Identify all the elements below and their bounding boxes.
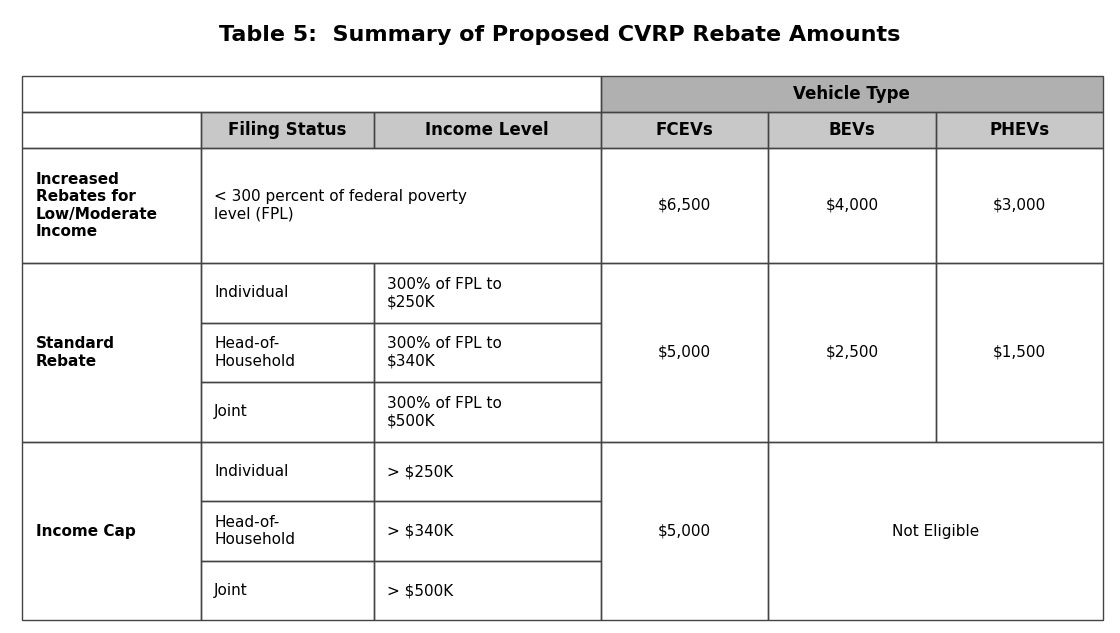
Text: > $500K: > $500K [388, 583, 454, 598]
Bar [374, 442, 600, 501]
Bar [374, 323, 600, 382]
Text: Increased
Rebates for
Low/Moderate
Income: Increased Rebates for Low/Moderate Incom… [36, 172, 158, 239]
Text: Not Eligible: Not Eligible [892, 523, 979, 539]
Bar [374, 112, 600, 147]
Bar [768, 442, 1103, 620]
Bar [22, 147, 200, 263]
Text: Table 5:  Summary of Proposed CVRP Rebate Amounts: Table 5: Summary of Proposed CVRP Rebate… [220, 25, 900, 45]
Text: Standard
Rebate: Standard Rebate [36, 336, 115, 368]
Text: FCEVs: FCEVs [655, 121, 713, 139]
Bar [22, 442, 200, 620]
Text: Individual: Individual [214, 464, 289, 479]
Bar [374, 112, 600, 147]
Bar [200, 501, 374, 561]
Bar [200, 263, 374, 323]
Text: Filing Status: Filing Status [228, 121, 346, 139]
Bar [935, 112, 1103, 147]
Text: > $250K: > $250K [388, 464, 454, 479]
Bar [935, 112, 1103, 147]
Text: $3,000: $3,000 [992, 198, 1046, 213]
Text: 300% of FPL to
$340K: 300% of FPL to $340K [388, 336, 502, 368]
Bar [22, 76, 600, 112]
Text: Head-of-
Household: Head-of- Household [214, 515, 296, 548]
Bar [374, 501, 600, 561]
Bar [935, 147, 1103, 263]
Bar [200, 382, 374, 442]
Bar [768, 112, 935, 147]
Text: BEVs: BEVs [829, 121, 876, 139]
Bar [374, 263, 600, 323]
Text: 300% of FPL to
$250K: 300% of FPL to $250K [388, 277, 502, 309]
Text: Joint: Joint [214, 404, 248, 420]
Bar [22, 263, 200, 442]
Bar [600, 76, 1103, 112]
Bar [374, 382, 600, 442]
Text: Joint: Joint [214, 583, 248, 598]
Text: $5,000: $5,000 [657, 523, 711, 539]
Text: $2,500: $2,500 [825, 345, 878, 360]
Bar [768, 263, 935, 442]
Bar [600, 147, 768, 263]
Bar [200, 147, 600, 263]
Bar [600, 263, 768, 442]
Bar [200, 323, 374, 382]
Text: 300% of FPL to
$500K: 300% of FPL to $500K [388, 396, 502, 428]
Text: $6,500: $6,500 [657, 198, 711, 213]
Bar [200, 561, 374, 620]
Text: > $340K: > $340K [388, 523, 454, 539]
Text: $4,000: $4,000 [825, 198, 878, 213]
Text: < 300 percent of federal poverty
level (FPL): < 300 percent of federal poverty level (… [214, 189, 467, 222]
Bar [200, 442, 374, 501]
Text: Income Level: Income Level [426, 121, 549, 139]
Bar [600, 112, 768, 147]
Bar [600, 112, 768, 147]
Bar [600, 442, 768, 620]
Text: PHEVs: PHEVs [989, 121, 1049, 139]
Bar [200, 112, 374, 147]
Bar [935, 263, 1103, 442]
Text: Vehicle Type: Vehicle Type [793, 85, 911, 103]
Bar [768, 112, 935, 147]
Text: $1,500: $1,500 [992, 345, 1046, 360]
Bar [600, 76, 1103, 112]
Bar [768, 147, 935, 263]
Bar [374, 561, 600, 620]
Text: Head-of-
Household: Head-of- Household [214, 336, 296, 368]
Bar [22, 112, 200, 147]
Text: $5,000: $5,000 [657, 345, 711, 360]
Bar [200, 112, 374, 147]
Text: Income Cap: Income Cap [36, 523, 136, 539]
Text: Individual: Individual [214, 285, 289, 301]
